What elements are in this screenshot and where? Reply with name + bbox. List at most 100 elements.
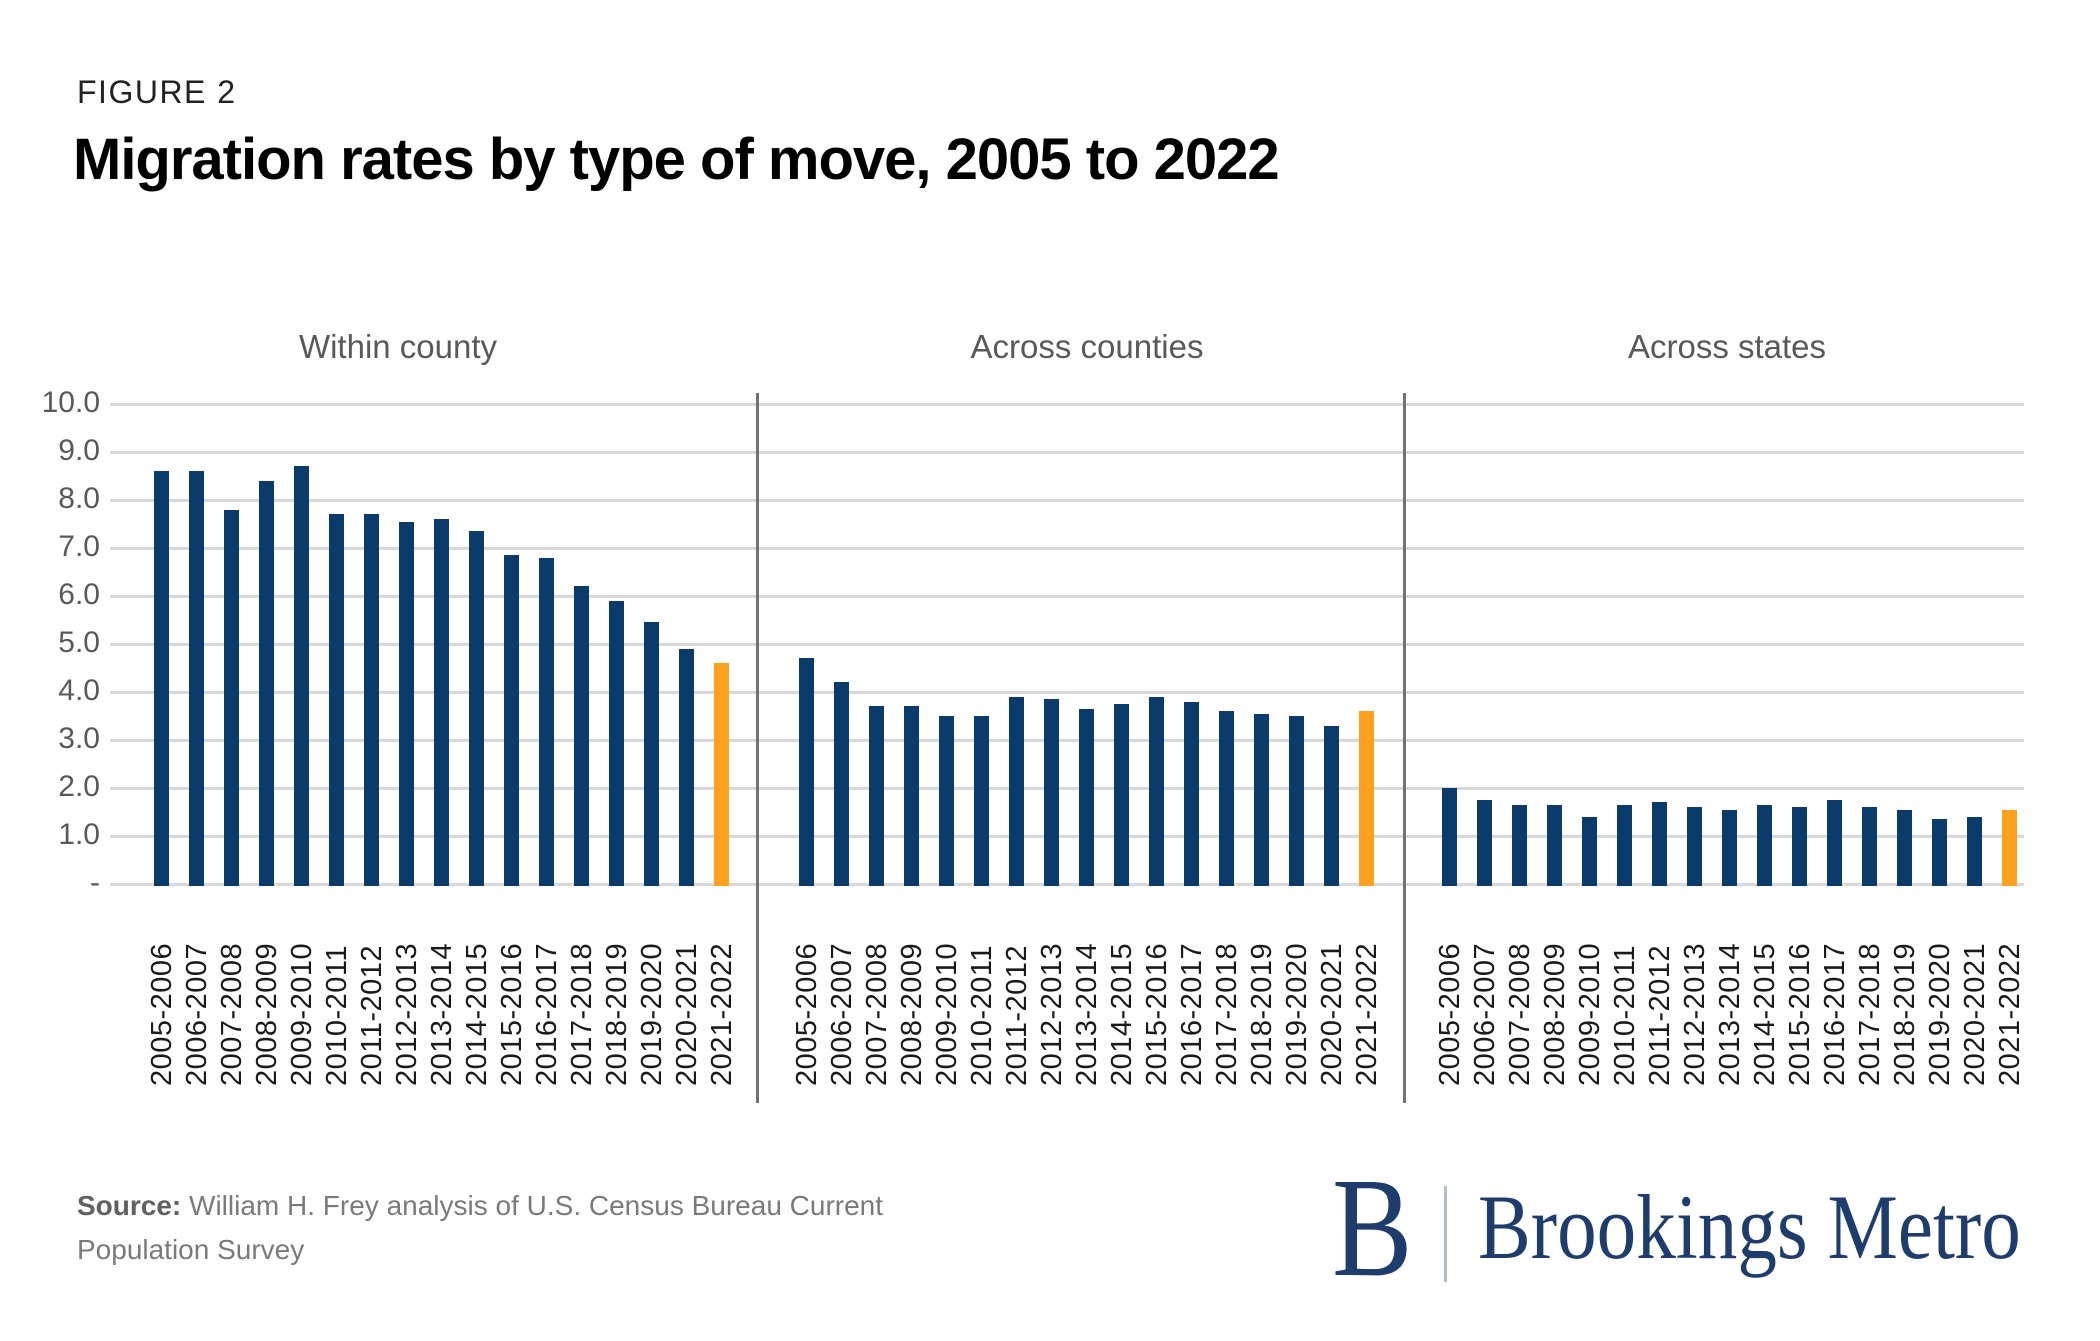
x-axis-tick-label: 2005-2006 bbox=[1433, 942, 1466, 1086]
bar bbox=[1967, 817, 1982, 886]
gridline bbox=[110, 691, 2024, 694]
x-axis-tick-label: 2010-2011 bbox=[1608, 944, 1641, 1086]
bar bbox=[1044, 699, 1059, 886]
x-axis-tick-label: 2018-2019 bbox=[1888, 942, 1921, 1086]
bar bbox=[869, 706, 884, 886]
bar bbox=[799, 658, 814, 886]
bar bbox=[1114, 704, 1129, 886]
x-axis-tick-label: 2006-2007 bbox=[180, 942, 213, 1086]
bar bbox=[189, 471, 204, 886]
x-axis-tick-label: 2013-2014 bbox=[1070, 942, 1103, 1086]
bar bbox=[1687, 807, 1702, 886]
page-title: Migration rates by type of move, 2005 to… bbox=[73, 127, 1280, 192]
gridline bbox=[110, 499, 2024, 502]
brookings-logo-monogram: B bbox=[1332, 1148, 1413, 1306]
x-axis-tick-label: 2008-2009 bbox=[895, 942, 928, 1086]
source-prefix: Source: bbox=[77, 1190, 182, 1221]
gridline bbox=[110, 835, 2024, 838]
x-axis-tick-label: 2007-2008 bbox=[1503, 942, 1536, 1086]
panel-title: Across states bbox=[1627, 328, 1827, 365]
gridline bbox=[110, 643, 2024, 646]
x-axis-tick-label: 2011-2012 bbox=[1000, 944, 1033, 1086]
bar bbox=[1324, 726, 1339, 886]
logo-divider bbox=[1444, 1186, 1447, 1282]
y-axis-tick-label: 3.0 bbox=[58, 722, 100, 755]
bar bbox=[1477, 800, 1492, 886]
bar bbox=[224, 510, 239, 886]
x-axis-tick-label: 2011-2012 bbox=[355, 944, 388, 1086]
bar bbox=[154, 471, 169, 886]
x-axis-tick-label: 2011-2012 bbox=[1643, 944, 1676, 1086]
x-axis-tick-label: 2010-2011 bbox=[965, 944, 998, 1086]
x-axis-tick-label: 2008-2009 bbox=[250, 942, 283, 1086]
bar bbox=[1897, 810, 1912, 886]
x-axis-tick-label: 2009-2010 bbox=[285, 942, 318, 1086]
bar bbox=[539, 558, 554, 886]
source-line-1: Source: William H. Frey analysis of U.S.… bbox=[77, 1184, 883, 1228]
x-axis-tick-label: 2005-2006 bbox=[790, 942, 823, 1086]
bar bbox=[609, 601, 624, 886]
bar bbox=[904, 706, 919, 886]
x-axis-tick-label: 2019-2020 bbox=[1280, 942, 1313, 1086]
x-axis-tick-label: 2008-2009 bbox=[1538, 942, 1571, 1086]
bar bbox=[504, 555, 519, 886]
bar bbox=[974, 716, 989, 886]
bar bbox=[1722, 810, 1737, 886]
bar bbox=[1149, 697, 1164, 886]
x-axis-tick-label: 2012-2013 bbox=[1035, 942, 1068, 1086]
y-axis-tick-label: 8.0 bbox=[58, 482, 100, 515]
bar bbox=[1254, 714, 1269, 886]
x-axis-tick-label: 2012-2013 bbox=[1678, 942, 1711, 1086]
bar bbox=[259, 481, 274, 886]
x-axis-tick-label: 2014-2015 bbox=[1105, 942, 1138, 1086]
x-axis-tick-label: 2006-2007 bbox=[1468, 942, 1501, 1086]
bar bbox=[1219, 711, 1234, 886]
panel-title: Across counties bbox=[970, 328, 1204, 365]
bar bbox=[1547, 805, 1562, 886]
x-axis-tick-label: 2006-2007 bbox=[825, 942, 858, 1086]
gridline bbox=[110, 883, 2024, 886]
bar bbox=[1512, 805, 1527, 886]
x-axis-tick-label: 2020-2021 bbox=[1315, 942, 1348, 1086]
x-axis-tick-label: 2016-2017 bbox=[1175, 942, 1208, 1086]
x-axis-tick-label: 2018-2019 bbox=[600, 942, 633, 1086]
y-axis-tick-label: 7.0 bbox=[58, 530, 100, 563]
x-axis-tick-label: 2021-2022 bbox=[1350, 942, 1383, 1086]
gridline bbox=[110, 451, 2024, 454]
gridline bbox=[110, 403, 2024, 406]
x-axis-tick-label: 2015-2016 bbox=[1783, 942, 1816, 1086]
gridline bbox=[110, 595, 2024, 598]
y-axis-tick-label: 2.0 bbox=[58, 770, 100, 803]
x-axis-tick-label: 2020-2021 bbox=[1958, 942, 1991, 1086]
bar bbox=[1079, 709, 1094, 886]
bar-highlighted bbox=[1359, 711, 1374, 886]
x-axis-tick-label: 2015-2016 bbox=[1140, 942, 1173, 1086]
x-axis-tick-label: 2009-2010 bbox=[930, 942, 963, 1086]
x-axis-tick-label: 2019-2020 bbox=[1923, 942, 1956, 1086]
y-axis-tick-label: 4.0 bbox=[58, 674, 100, 707]
x-axis-tick-label: 2013-2014 bbox=[425, 942, 458, 1086]
brookings-logo-wordmark: Brookings Metro bbox=[1478, 1176, 2021, 1278]
x-axis-tick-label: 2021-2022 bbox=[1993, 942, 2026, 1086]
bar bbox=[644, 622, 659, 886]
bar bbox=[1442, 788, 1457, 886]
x-axis-tick-label: 2017-2018 bbox=[1210, 942, 1243, 1086]
bar bbox=[1932, 819, 1947, 886]
x-axis-tick-label: 2012-2013 bbox=[390, 942, 423, 1086]
panel-title: Within county bbox=[298, 328, 498, 365]
bar bbox=[434, 519, 449, 886]
bar bbox=[1862, 807, 1877, 886]
x-axis-tick-label: 2021-2022 bbox=[705, 942, 738, 1086]
bar bbox=[679, 649, 694, 886]
bar bbox=[399, 522, 414, 886]
gridline bbox=[110, 739, 2024, 742]
x-axis-tick-label: 2017-2018 bbox=[1853, 942, 1886, 1086]
y-axis-tick-label: 9.0 bbox=[58, 434, 100, 467]
bar bbox=[1009, 697, 1024, 886]
bar bbox=[1652, 802, 1667, 886]
y-axis-tick-label: 5.0 bbox=[58, 626, 100, 659]
x-axis-tick-label: 2009-2010 bbox=[1573, 942, 1606, 1086]
bar bbox=[329, 514, 344, 886]
x-axis-tick-label: 2007-2008 bbox=[215, 942, 248, 1086]
y-axis-tick-label: 6.0 bbox=[58, 578, 100, 611]
